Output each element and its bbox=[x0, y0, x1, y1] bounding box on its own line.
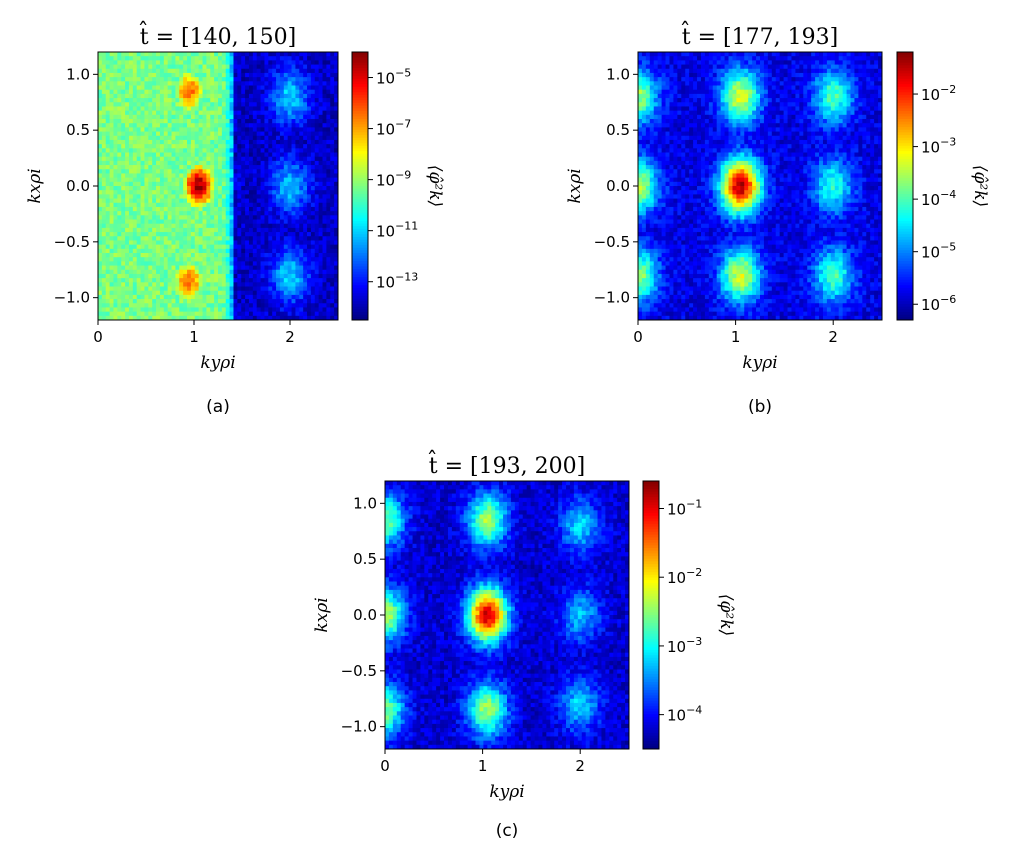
colorbar: 10−2 10−3 10−4 10−5 10−6 ⟨φ̂²k⟩ bbox=[896, 51, 990, 321]
y-tick-label: 0.5 bbox=[66, 121, 90, 139]
x-axis-label: kyρi bbox=[742, 353, 777, 373]
colorbar-tick-label: 10−2 bbox=[667, 566, 702, 587]
x-tick-label: 2 bbox=[575, 757, 585, 775]
y-tick-label: −0.5 bbox=[54, 233, 90, 251]
y-tick-label: −1.0 bbox=[54, 289, 90, 307]
y-tick-label: −0.5 bbox=[341, 662, 377, 680]
colorbar: 10−5 10−7 10−9 10−11 10−13 ⟨φ̂²k⟩ bbox=[351, 51, 445, 321]
colorbar-tick-label: 10−5 bbox=[921, 241, 956, 262]
y-axis-label: kxρi bbox=[565, 168, 585, 203]
colorbar-label: ⟨φ̂²k⟩ bbox=[716, 594, 736, 636]
y-tick-label: 0.0 bbox=[353, 606, 377, 624]
colorbar-frame bbox=[896, 51, 914, 321]
panel-caption: (b) bbox=[748, 397, 772, 417]
y-tick-label: 0.0 bbox=[606, 177, 630, 195]
y-axis-label: kxρi bbox=[312, 597, 332, 632]
x-axis-label: kyρi bbox=[489, 782, 524, 802]
colorbar-tick-label: 10−7 bbox=[376, 118, 411, 139]
x-tick-label: 1 bbox=[189, 328, 199, 346]
y-tick-label: 0.5 bbox=[353, 550, 377, 568]
colorbar-label: ⟨φ̂²k⟩ bbox=[970, 165, 990, 207]
y-tick-label: 1.0 bbox=[353, 494, 377, 512]
panel-caption: (a) bbox=[206, 397, 230, 417]
colorbar-tick-label: 10−4 bbox=[921, 188, 956, 209]
x-tick-label: 1 bbox=[478, 757, 488, 775]
x-tick-label: 2 bbox=[828, 328, 838, 346]
heatmap-cells bbox=[638, 52, 883, 321]
chart-title: t̂ = [140, 150] bbox=[140, 21, 297, 50]
x-tick-label: 0 bbox=[633, 328, 643, 346]
colorbar-frame bbox=[351, 51, 369, 321]
y-tick-label: −1.0 bbox=[594, 289, 630, 307]
colorbar-label: ⟨φ̂²k⟩ bbox=[425, 165, 445, 207]
y-axis-label: kxρi bbox=[25, 168, 45, 203]
heatmap-cells bbox=[98, 52, 339, 321]
chart-panel-1: t̂ = [140, 150] 0 1 2 −1.0 −0.5 0.0 0.5 1.0 kyρi k… bbox=[25, 21, 445, 417]
colorbar-tick-label: 10−3 bbox=[921, 136, 956, 157]
y-tick-label: −0.5 bbox=[594, 233, 630, 251]
colorbar: 10−1 10−2 10−3 10−4 ⟨φ̂²k⟩ bbox=[642, 480, 736, 750]
x-axis-label: kyρi bbox=[200, 353, 235, 373]
colorbar-tick-label: 10−4 bbox=[667, 704, 702, 725]
colorbar-tick-label: 10−3 bbox=[667, 635, 702, 656]
y-tick-label: 0.0 bbox=[66, 177, 90, 195]
colorbar-tick-label: 10−11 bbox=[376, 220, 418, 241]
x-tick-label: 0 bbox=[380, 757, 390, 775]
y-tick-label: −1.0 bbox=[341, 718, 377, 736]
colorbar-tick-label: 10−2 bbox=[921, 83, 956, 104]
colorbar-frame bbox=[642, 480, 660, 750]
heatmap-cells bbox=[385, 481, 630, 750]
colorbar-tick-label: 10−9 bbox=[376, 169, 411, 190]
colorbar-tick-label: 10−1 bbox=[667, 497, 702, 518]
colorbar-tick-label: 10−13 bbox=[376, 271, 418, 292]
y-tick-label: 1.0 bbox=[66, 65, 90, 83]
chart-title: t̂ = [177, 193] bbox=[682, 21, 839, 50]
panel-caption: (c) bbox=[496, 821, 519, 841]
chart-title: t̂ = [193, 200] bbox=[429, 450, 586, 479]
chart-panel-3: t̂ = [193, 200] 0 1 2 −1.0 −0.5 0.0 0.5 1.0 kyρi k… bbox=[312, 450, 736, 841]
colorbar-tick-label: 10−6 bbox=[921, 293, 956, 314]
colorbar-tick-label: 10−5 bbox=[376, 67, 411, 88]
x-tick-label: 2 bbox=[285, 328, 295, 346]
y-tick-label: 0.5 bbox=[606, 121, 630, 139]
chart-panel-2: t̂ = [177, 193] 0 1 2 −1.0 −0.5 0.0 0.5 1.0 kyρi k… bbox=[565, 21, 990, 417]
x-tick-label: 0 bbox=[93, 328, 103, 346]
x-tick-label: 1 bbox=[731, 328, 741, 346]
y-tick-label: 1.0 bbox=[606, 65, 630, 83]
